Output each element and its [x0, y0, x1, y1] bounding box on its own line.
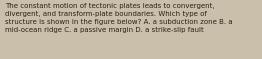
Text: The constant motion of tectonic plates leads to convergent,
divergent, and trans: The constant motion of tectonic plates l…	[5, 3, 232, 33]
